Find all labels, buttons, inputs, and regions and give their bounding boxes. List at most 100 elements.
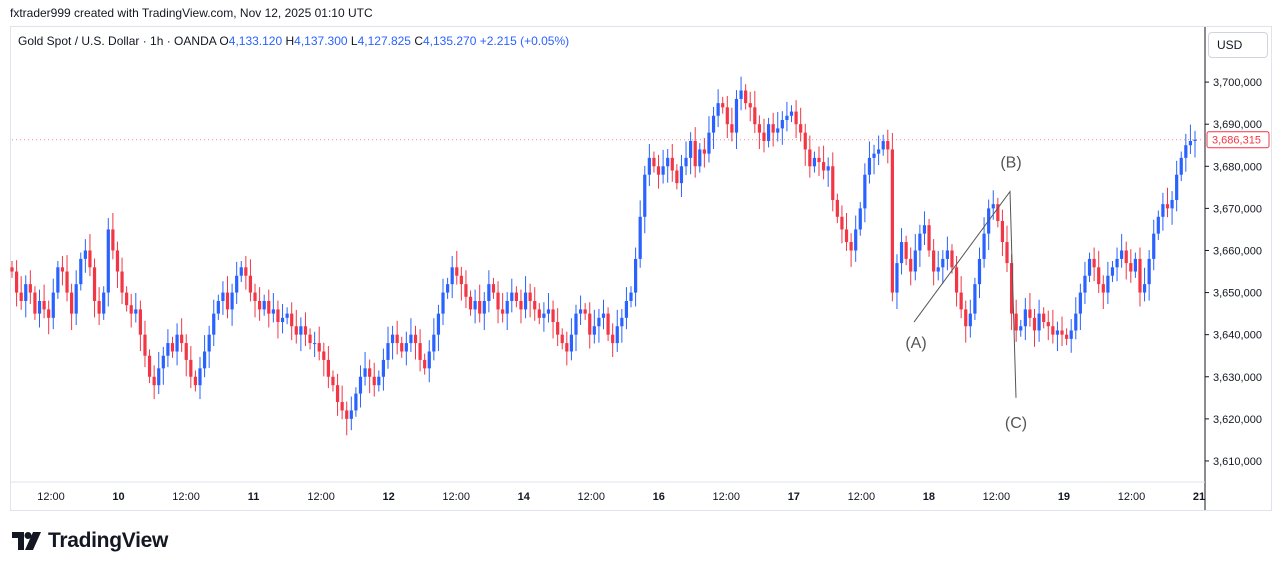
candle-body <box>977 258 982 285</box>
time-tick-label: 19 <box>1058 491 1070 503</box>
candle <box>1120 234 1124 268</box>
currency-selector[interactable]: USD <box>1208 32 1268 58</box>
candle <box>611 323 615 357</box>
candle-body <box>225 292 230 310</box>
candle <box>780 111 784 145</box>
candle <box>950 244 954 274</box>
candle-body <box>303 326 308 335</box>
candle <box>725 95 729 139</box>
candle-body <box>899 242 904 264</box>
candle <box>647 143 651 187</box>
candle-body <box>381 359 386 377</box>
candle-body <box>239 267 243 276</box>
candle <box>899 228 904 275</box>
candle-body <box>1019 326 1023 331</box>
candle-body <box>753 107 757 125</box>
candle-body <box>954 267 959 293</box>
candle <box>221 281 225 315</box>
wave-line <box>913 190 1017 398</box>
candle <box>276 300 280 339</box>
candle <box>395 320 399 355</box>
candle-body <box>936 267 940 272</box>
candle-body <box>514 292 518 301</box>
candle-body <box>253 292 257 301</box>
candle-body <box>895 263 899 293</box>
candle <box>533 287 537 321</box>
candle-body <box>14 271 19 293</box>
candle-body <box>147 355 152 377</box>
candle-body <box>1055 330 1060 335</box>
candle <box>180 318 184 352</box>
candle <box>1000 209 1005 256</box>
candle <box>679 154 684 198</box>
candle <box>766 117 771 148</box>
candle <box>739 76 743 111</box>
candle-body <box>400 343 404 352</box>
candle <box>1032 308 1037 347</box>
candle <box>33 286 37 320</box>
candle-body <box>441 292 445 314</box>
candle-body <box>689 141 693 158</box>
tradingview-logo[interactable]: TradingView <box>12 529 168 553</box>
candle-body <box>482 300 486 314</box>
price-tick-label: 3,650,000 <box>1213 288 1262 300</box>
candle <box>789 105 794 123</box>
time-tick-label: 12:00 <box>442 491 470 503</box>
candle <box>225 276 230 319</box>
tradingview-logo-icon <box>12 532 41 550</box>
candle <box>528 283 532 318</box>
candle <box>785 101 789 132</box>
candle <box>945 236 950 271</box>
candle-body <box>198 368 202 386</box>
candle-body <box>643 174 647 217</box>
wave-label: (C) <box>1005 415 1027 432</box>
candle <box>936 250 940 281</box>
candle-body <box>624 300 629 318</box>
candle-body <box>322 351 326 360</box>
price-tick-label: 3,670,000 <box>1213 203 1262 215</box>
candle-body <box>877 149 881 154</box>
candle-body <box>276 309 280 323</box>
candle-body <box>647 157 651 175</box>
candle <box>441 278 445 325</box>
candle-body <box>1023 309 1027 327</box>
time-tick-label: 12:00 <box>577 491 605 503</box>
candle <box>1152 219 1156 271</box>
candle-body <box>959 292 963 310</box>
candle-body <box>606 313 610 335</box>
candle <box>390 325 395 360</box>
time-axis: 12:00 10 12:00 11 12:00 12 12:00 14 12:00 16 12:00… <box>11 481 1205 503</box>
candle <box>37 289 42 328</box>
candle-body <box>496 292 500 310</box>
candle <box>166 329 170 368</box>
candle-body <box>70 292 74 314</box>
candle <box>161 346 165 385</box>
price-tick-label: 3,700,000 <box>1213 77 1262 89</box>
candle <box>546 292 551 323</box>
candle <box>964 300 968 343</box>
candle <box>354 387 358 417</box>
candle <box>285 307 289 325</box>
candle-body <box>248 275 253 293</box>
candle-body <box>808 149 812 167</box>
candle-body <box>313 343 317 345</box>
candle <box>959 276 963 319</box>
time-tick-label: 10 <box>112 491 124 503</box>
candle <box>262 294 266 316</box>
candle-body <box>734 98 739 133</box>
candle <box>872 144 876 175</box>
candle <box>748 91 752 122</box>
candle-body <box>1097 267 1101 285</box>
candle <box>14 260 19 307</box>
candle-body <box>345 410 349 419</box>
candle-body <box>1005 242 1009 264</box>
candle-body <box>1051 326 1055 335</box>
candle-body <box>340 402 344 411</box>
candle-body <box>1133 258 1137 272</box>
candle-body <box>184 343 188 360</box>
candle-body <box>799 124 803 133</box>
candle-body <box>386 343 390 360</box>
candle <box>537 303 541 325</box>
candle <box>24 275 28 318</box>
